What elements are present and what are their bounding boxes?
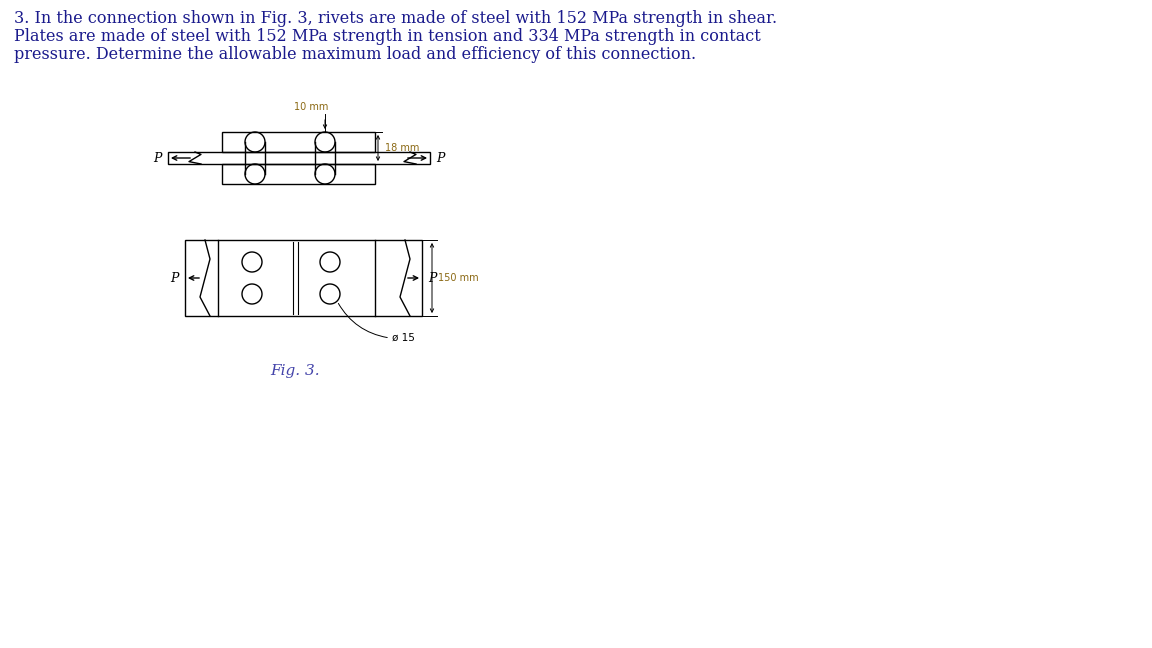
Text: 10 mm: 10 mm — [294, 102, 328, 112]
Text: ø 15: ø 15 — [392, 333, 415, 343]
Text: Plates are made of steel with 152 MPa strength in tension and 334 MPa strength i: Plates are made of steel with 152 MPa st… — [14, 28, 760, 45]
Text: 18 mm: 18 mm — [385, 143, 419, 153]
Bar — [222, 132, 376, 152]
Text: P: P — [429, 272, 437, 284]
Text: 150 mm: 150 mm — [438, 273, 478, 283]
Text: Fig. 3.: Fig. 3. — [271, 364, 320, 378]
Bar — [168, 152, 430, 164]
Text: P: P — [435, 152, 445, 165]
Text: pressure. Determine the allowable maximum load and efficiency of this connection: pressure. Determine the allowable maximu… — [14, 46, 696, 63]
Text: 3. In the connection shown in Fig. 3, rivets are made of steel with 152 MPa stre: 3. In the connection shown in Fig. 3, ri… — [14, 10, 778, 27]
Text: P: P — [153, 152, 162, 165]
Text: P: P — [170, 272, 179, 284]
Bar — [185, 240, 422, 316]
Bar — [222, 164, 376, 184]
